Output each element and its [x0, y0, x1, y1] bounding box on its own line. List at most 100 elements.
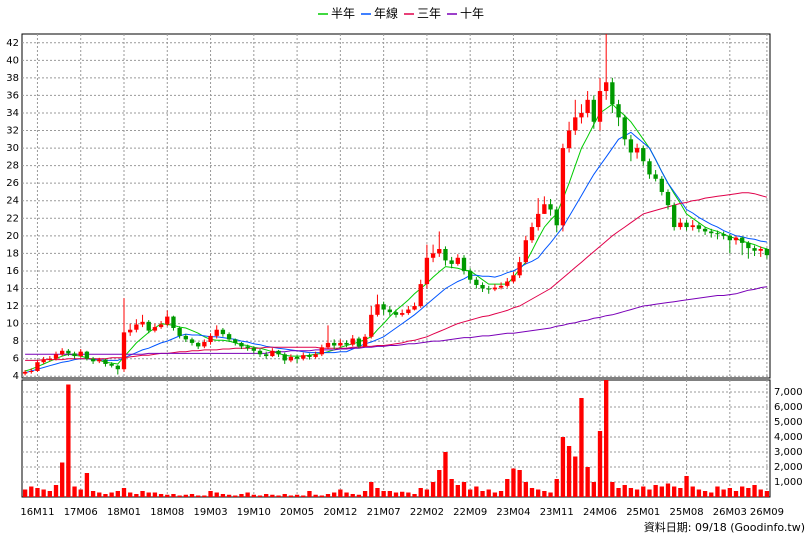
volume-bar: [90, 491, 96, 497]
candle-body: [257, 350, 263, 355]
y-tick-label: 22: [6, 213, 19, 224]
x-tick-label: 16M11: [20, 507, 54, 518]
y-tick-label: 20: [6, 231, 19, 242]
volume-tick-label: 1,000: [774, 477, 803, 488]
volume-bar: [152, 492, 158, 497]
volume-bar: [752, 485, 757, 497]
volume-bar: [245, 492, 250, 497]
volume-bar: [387, 491, 392, 497]
candle-body: [690, 225, 695, 228]
volume-bar: [375, 488, 380, 497]
volume-bar: [505, 479, 510, 497]
volume-bar: [702, 491, 708, 497]
x-tick-label: 26M03: [713, 507, 747, 518]
candle-body: [97, 359, 102, 362]
candle-body: [264, 354, 269, 357]
candle-body: [604, 82, 609, 92]
x-tick-label: 23M11: [540, 507, 574, 518]
x-tick-label: 20M05: [280, 507, 314, 518]
candle-body: [393, 312, 399, 315]
y-tick-label: 40: [6, 55, 19, 66]
candle-body: [103, 359, 108, 364]
volume-bar: [740, 486, 745, 497]
price-panel: [21, 33, 771, 379]
volume-bar: [282, 494, 287, 497]
candle-body: [610, 82, 615, 105]
volume-bar: [659, 486, 664, 497]
volume-bar: [270, 494, 275, 497]
volume-bar: [264, 494, 269, 497]
candle-body: [659, 178, 664, 192]
volume-bar: [634, 489, 640, 497]
candle-body: [22, 371, 28, 374]
candle-body: [622, 117, 627, 140]
volume-tick-label: 5,000: [774, 417, 803, 428]
y-tick-label: 38: [6, 73, 19, 84]
candle-body: [332, 342, 337, 346]
volume-bar: [214, 492, 219, 497]
ma-line: [25, 286, 767, 355]
candle-body: [294, 356, 300, 359]
volume-bar: [121, 488, 127, 497]
y-tick-label: 12: [6, 301, 19, 312]
candle-body: [505, 281, 510, 286]
candle-body: [579, 112, 584, 118]
candle-body: [35, 362, 40, 371]
candle-body: [369, 314, 374, 337]
volume-bar: [332, 492, 337, 497]
candle-body: [109, 363, 114, 366]
volume-bar: [696, 489, 702, 497]
volume-bar: [165, 494, 170, 497]
volume-bar: [325, 494, 331, 497]
x-tick-label: 19M10: [237, 507, 271, 518]
candle-body: [468, 270, 473, 280]
candle-body: [350, 338, 355, 345]
volume-bar: [128, 492, 133, 497]
volume-bar: [517, 470, 522, 497]
candle-body: [752, 248, 757, 251]
volume-bar: [709, 492, 714, 497]
volume-bar: [492, 492, 498, 497]
volume-bar: [66, 384, 71, 497]
x-tick-label: 18M01: [107, 507, 141, 518]
volume-bar: [307, 491, 312, 497]
candle-body: [412, 306, 417, 310]
volume-bar: [548, 492, 553, 497]
candle-body: [90, 358, 96, 362]
y-tick-label: 32: [6, 126, 19, 137]
candle-body: [66, 350, 71, 354]
volume-bar: [226, 494, 232, 497]
volume-bar: [430, 482, 436, 497]
volume-bar: [319, 495, 324, 497]
volume-bar: [134, 494, 139, 497]
candle-body: [165, 316, 170, 325]
candle-body: [41, 359, 46, 363]
y-tick-label: 36: [6, 90, 19, 101]
candle-body: [177, 327, 182, 336]
candle-body: [140, 321, 145, 325]
candle-body: [171, 316, 176, 328]
volume-bar: [115, 491, 120, 497]
candle-body: [628, 139, 634, 153]
candle-body: [566, 130, 572, 149]
candle-body: [158, 324, 164, 328]
volume-bar: [196, 495, 201, 497]
volume-bar: [455, 485, 460, 497]
volume-bar: [542, 491, 547, 497]
candle-body: [53, 354, 59, 359]
candle-body: [511, 275, 516, 282]
volume-bar: [356, 494, 362, 497]
candle-body: [115, 365, 120, 370]
volume-bar: [610, 482, 615, 497]
candle-body: [634, 148, 640, 153]
candle-body: [208, 335, 213, 343]
candle-body: [152, 327, 158, 331]
volume-bar: [72, 486, 77, 497]
volume-bar: [498, 491, 504, 497]
candle-body: [437, 249, 442, 254]
volume-bar: [146, 492, 151, 497]
volume-bar: [579, 398, 584, 497]
volume-bar: [523, 482, 528, 497]
volume-bar: [84, 473, 90, 497]
